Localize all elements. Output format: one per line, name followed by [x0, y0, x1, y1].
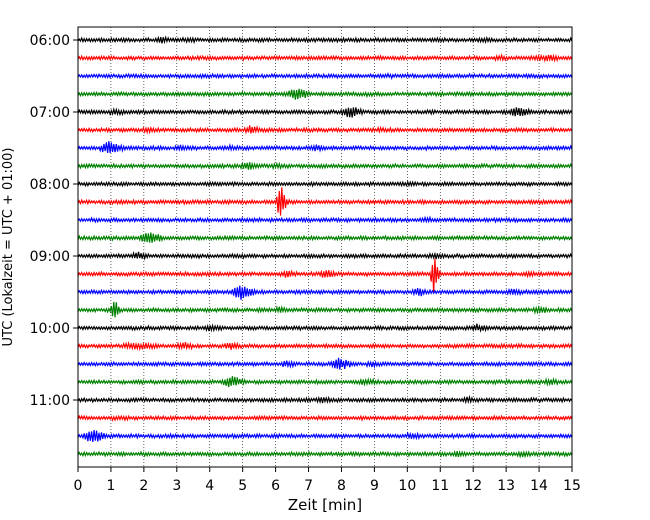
x-tick-label: 7: [304, 478, 313, 494]
x-tick-label: 3: [172, 478, 181, 494]
x-tick-label: 2: [139, 478, 148, 494]
y-tick-label: 11:00: [30, 393, 70, 409]
y-tick-label: 06:00: [30, 33, 70, 49]
x-tick-label: 6: [271, 478, 280, 494]
trace-0615: [77, 52, 573, 63]
x-tick-label: 10: [398, 478, 416, 494]
x-axis-label: Zeit [min]: [288, 496, 362, 514]
trace-0815: [77, 187, 573, 216]
y-tick-label: 07:00: [30, 105, 70, 121]
x-tick-label: 4: [205, 478, 214, 494]
y-tick-label: 08:00: [30, 177, 70, 193]
x-axis: 0 1 2 3 4 5 6 7 8 9 10 11 12 13 14 15: [74, 467, 581, 494]
trace-0830: [77, 215, 573, 224]
trace-0945: [77, 301, 573, 318]
trace-0730: [77, 141, 573, 153]
y-axis-label: UTC (Lokalzeit = UTC + 01:00): [1, 148, 16, 347]
trace-0845: [77, 232, 573, 243]
plot-frame: [77, 26, 573, 468]
trace-1145: [77, 449, 573, 459]
trace-1030: [77, 357, 573, 370]
trace-1045: [77, 376, 573, 388]
trace-0645: [77, 88, 573, 100]
y-tick-label: 09:00: [30, 249, 70, 265]
trace-1000: [77, 323, 573, 334]
x-tick-label: 1: [106, 478, 115, 494]
trace-0715: [77, 125, 573, 135]
trace-0930: [77, 285, 573, 300]
trace-0800: [77, 180, 573, 188]
trace-0600: [77, 35, 573, 45]
x-tick-label: 12: [464, 478, 482, 494]
trace-0630: [77, 71, 573, 81]
trace-0700: [77, 106, 573, 118]
traces: [77, 35, 573, 459]
trace-1015: [77, 340, 573, 352]
trace-1130: [77, 429, 573, 443]
x-tick-label: 11: [431, 478, 449, 494]
trace-0915: [77, 258, 573, 293]
trace-1100: [77, 394, 573, 405]
trace-1115: [77, 414, 573, 422]
grid: [110, 27, 540, 467]
x-tick-label: 5: [238, 478, 247, 494]
x-tick-label: 9: [370, 478, 379, 494]
y-tick-label: 10:00: [30, 321, 70, 337]
trace-0900: [77, 250, 573, 261]
x-tick-label: 15: [563, 478, 581, 494]
trace-0745: [77, 161, 573, 171]
x-tick-label: 13: [497, 478, 515, 494]
x-tick-label: 0: [74, 478, 83, 494]
x-tick-label: 8: [337, 478, 346, 494]
y-axis: 06:00 07:00 08:00 09:00 10:00 11:00: [30, 33, 78, 409]
x-tick-label: 14: [530, 478, 548, 494]
